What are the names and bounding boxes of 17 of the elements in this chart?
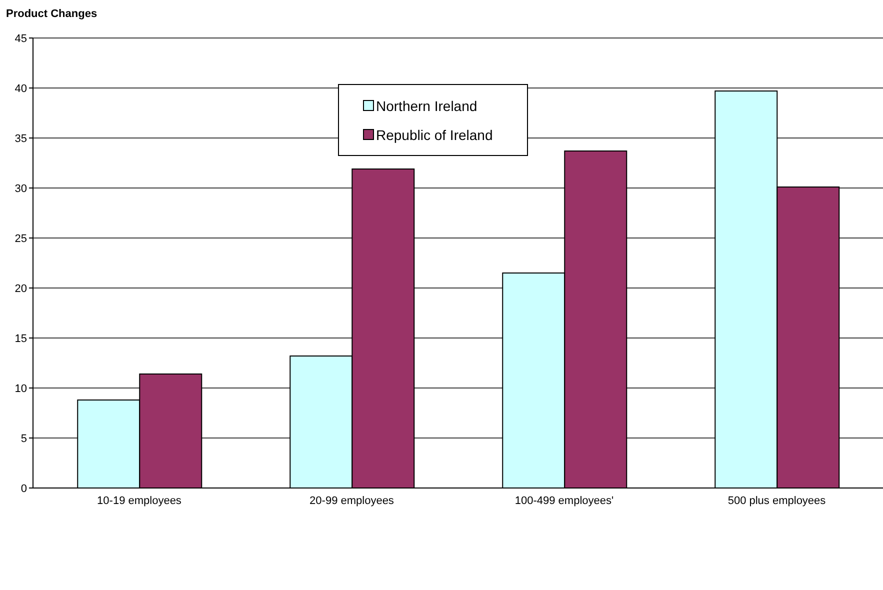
y-tick-label: 15 [14, 332, 27, 345]
x-tick-label: 100-499 employees' [514, 494, 614, 507]
x-tick-label: 500 plus employees [728, 494, 826, 507]
x-tick-label: 20-99 employees [310, 494, 394, 507]
y-tick-label: 45 [14, 32, 27, 45]
x-tick-label: 10-19 employees [97, 494, 182, 507]
y-tick-label: 25 [14, 232, 27, 245]
legend-label: Northern Ireland [376, 98, 478, 114]
y-tick-label: 30 [14, 182, 27, 195]
chart-title: Product Changes [6, 8, 98, 20]
y-tick-label: 0 [20, 482, 27, 495]
y-tick-label: 10 [14, 382, 27, 395]
y-tick-label: 35 [14, 132, 27, 145]
y-tick-label: 40 [14, 82, 27, 95]
y-tick-label: 5 [20, 432, 27, 445]
legend-label: Republic of Ireland [376, 126, 493, 142]
y-tick-label: 20 [14, 282, 27, 295]
